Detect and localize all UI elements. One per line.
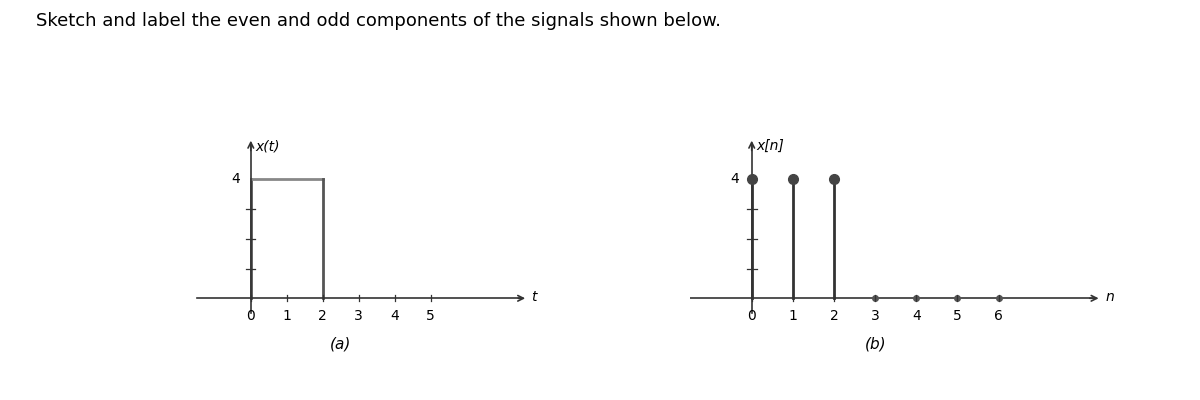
Text: 0: 0 <box>246 309 256 323</box>
Text: 5: 5 <box>426 309 436 323</box>
Text: 1: 1 <box>282 309 292 323</box>
Text: 2: 2 <box>829 309 839 323</box>
Text: 1: 1 <box>788 309 797 323</box>
Text: n: n <box>1105 290 1115 304</box>
Text: 2: 2 <box>318 309 328 323</box>
Text: 0: 0 <box>748 309 756 323</box>
Text: x(t): x(t) <box>256 139 280 153</box>
Text: x[n]: x[n] <box>757 139 785 153</box>
Text: 4: 4 <box>912 309 920 323</box>
Text: 4: 4 <box>232 172 240 186</box>
Text: Sketch and label the even and odd components of the signals shown below.: Sketch and label the even and odd compon… <box>36 12 721 30</box>
Text: 6: 6 <box>994 309 1003 323</box>
Text: 3: 3 <box>354 309 364 323</box>
Text: (a): (a) <box>330 337 352 352</box>
Text: (b): (b) <box>864 337 886 352</box>
Text: 4: 4 <box>390 309 400 323</box>
Text: t: t <box>532 290 538 304</box>
Text: 4: 4 <box>731 172 739 186</box>
Text: 5: 5 <box>953 309 962 323</box>
Text: 3: 3 <box>871 309 880 323</box>
